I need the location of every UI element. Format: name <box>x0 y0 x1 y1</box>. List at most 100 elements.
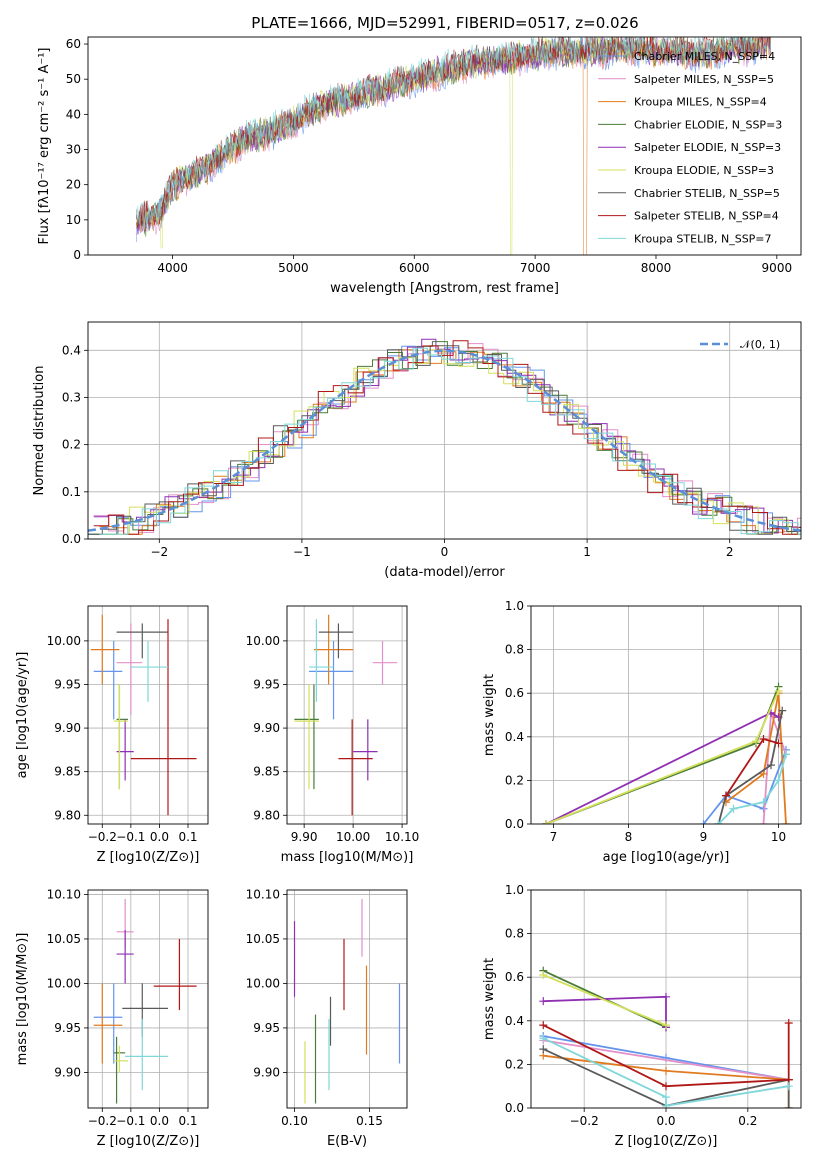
x-tick-label: −2 <box>150 545 168 559</box>
y-tick-label: 60 <box>66 37 81 51</box>
weight-series-line <box>545 690 780 824</box>
weight-point-marker <box>784 1018 793 1027</box>
y-tick-label: 0.8 <box>505 927 524 941</box>
y-axis-label: age [log10(age/yr)] <box>15 652 30 779</box>
residual-distribution-plot: −2 −1 0 1 2 0.0 0.1 0.2 0.3 0.4 (data-model)/error… <box>32 321 802 580</box>
y-tick-label: 10.00 <box>47 634 81 648</box>
x-axis-label: Z [log10(Z/Z⊙)] <box>97 1134 200 1149</box>
weight-series-line <box>545 686 780 824</box>
weight-series-line <box>717 710 784 824</box>
y-tick-label: 0.6 <box>505 686 524 700</box>
y-tick-label: 30 <box>66 143 81 157</box>
axes-frame <box>530 889 802 1109</box>
plot-area <box>542 682 790 824</box>
x-tick-label: 10.10 <box>385 830 419 844</box>
histogram-series-step <box>93 338 801 534</box>
y-tick-label: 9.80 <box>54 808 81 822</box>
y-tick-label: 0.4 <box>505 1014 524 1028</box>
y-tick-label: 9.85 <box>253 765 280 779</box>
y-tick-label: 0.1 <box>62 485 81 499</box>
y-tick-label: 10.05 <box>47 932 81 946</box>
y-tick-label: 9.95 <box>54 1021 81 1035</box>
y-tick-label: 0 <box>73 248 81 262</box>
weight-point-marker <box>784 1104 793 1108</box>
x-axis-label: (data-model)/error <box>384 565 505 580</box>
plot-area <box>293 898 401 1104</box>
histogram-series-step <box>88 345 801 535</box>
x-tick-label: 8000 <box>641 261 672 275</box>
x-tick-label: 2 <box>726 545 734 559</box>
y-tick-label: 40 <box>66 107 81 121</box>
weight-point-marker <box>662 992 670 1001</box>
legend-label: Chabrier STELIB, N_SSP=5 <box>634 187 780 200</box>
y-tick-label: 9.80 <box>253 808 280 822</box>
x-tick-label: 0.1 <box>178 1114 197 1128</box>
x-tick-label: 9 <box>700 830 708 844</box>
weight-point-marker <box>662 1066 670 1075</box>
y-tick-label: 0.4 <box>62 343 81 357</box>
weight-series-line <box>542 1023 790 1088</box>
weight-point-marker <box>662 1082 670 1091</box>
weight-point-marker <box>759 820 768 824</box>
axes-frame <box>286 605 408 825</box>
weight-point-marker <box>539 1045 548 1054</box>
y-axis-label: Flux [fλ10⁻¹⁷ erg cm⁻² s⁻¹ A⁻¹] <box>37 48 52 245</box>
y-tick-label: 0.6 <box>505 970 524 984</box>
x-tick-label: 0.2 <box>738 1114 757 1128</box>
weight-point-marker <box>539 1021 548 1030</box>
plot-area <box>88 338 801 535</box>
mass-vs-extinction-plot: 0.10 0.15 9.90 9.95 10.00 10.05 10.10 E(B-V) <box>246 887 408 1149</box>
weight-series-line <box>542 974 667 1027</box>
histogram-series-step <box>93 343 801 533</box>
histogram-series-step <box>99 349 801 535</box>
weight-point-marker <box>729 804 738 813</box>
y-tick-label: 1.0 <box>505 883 524 897</box>
weight-point-marker <box>778 706 787 715</box>
weight-point-marker <box>542 820 550 824</box>
axes-frame <box>530 605 802 825</box>
weight-point-marker <box>539 971 548 980</box>
y-axis-label: mass [log10(M/M⊙)] <box>15 933 30 1066</box>
plot-area <box>93 898 197 1104</box>
y-tick-label: 50 <box>66 72 81 86</box>
x-tick-label: 7000 <box>520 261 551 275</box>
weight-point-marker <box>782 820 790 824</box>
axes-frame <box>286 889 408 1109</box>
x-tick-label: 8 <box>625 830 633 844</box>
weight-point-marker <box>699 820 708 824</box>
histogram-series-step <box>88 345 801 535</box>
weight-point-marker <box>539 1034 548 1043</box>
weight-point-marker <box>714 820 723 824</box>
x-axis-label: Z [log10(Z/Z⊙)] <box>615 1134 718 1149</box>
y-tick-label: 0.2 <box>505 1057 524 1071</box>
x-axis-label: wavelength [Angstrom, rest frame] <box>330 281 559 296</box>
x-tick-label: 0.15 <box>356 1114 383 1128</box>
y-tick-label: 9.85 <box>54 765 81 779</box>
weight-series-line <box>542 1048 790 1108</box>
y-tick-label: 10.05 <box>246 932 280 946</box>
histogram-series-step <box>99 349 801 535</box>
y-tick-label: 9.95 <box>253 1021 280 1035</box>
weight-point-marker <box>539 997 548 1006</box>
y-axis-label: Normed distribution <box>32 366 47 496</box>
histogram-series-step <box>99 347 801 535</box>
x-tick-label: 1 <box>583 545 591 559</box>
weight-point-marker <box>662 1101 670 1108</box>
y-tick-label: 0.2 <box>62 438 81 452</box>
y-axis-label: mass weight <box>482 674 497 756</box>
x-tick-label: 0.1 <box>178 830 197 844</box>
plot-area <box>294 614 398 816</box>
y-tick-label: 10.00 <box>47 976 81 990</box>
x-tick-label: 0 <box>441 545 449 559</box>
x-axis-label: E(B-V) <box>327 1134 367 1149</box>
y-tick-label: 0.0 <box>505 817 524 831</box>
mass-vs-metallicity-plot: −0.2 −0.1 0.0 0.1 9.90 9.95 10.00 10.05 10.10 Z [… <box>15 887 209 1149</box>
x-axis-label: age [log10(age/yr)] <box>603 850 730 865</box>
normal-reference-curve <box>88 349 801 532</box>
legend-label: Chabrier MILES, N_SSP=4 <box>634 50 775 63</box>
weight-point-marker <box>774 739 783 748</box>
axes-frame <box>87 889 209 1109</box>
axes-frame <box>87 36 802 256</box>
y-tick-label: 0.2 <box>505 773 524 787</box>
weight-point-marker <box>774 687 783 696</box>
